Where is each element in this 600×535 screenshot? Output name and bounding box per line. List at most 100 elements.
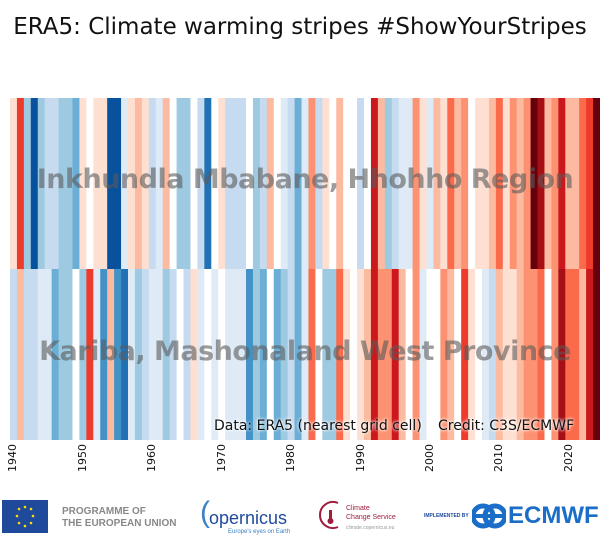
stripe-top-1981 <box>294 98 302 269</box>
stripe-bottom-1978 <box>273 269 282 440</box>
region-label-bottom: Kariba, Mashonaland West Province <box>39 336 571 367</box>
stripe-bottom-1988 <box>343 269 351 440</box>
stripe-bottom-2019 <box>558 269 566 440</box>
stripe-bottom-1962 <box>162 269 171 440</box>
stripe-top-1982 <box>301 98 309 269</box>
stripe-bottom-1969 <box>211 269 219 440</box>
stripe-bottom-1985 <box>322 269 330 440</box>
eu-line2: THE EUROPEAN UNION <box>62 518 177 529</box>
stripe-top-1958 <box>134 98 143 269</box>
stripe-bottom-1959 <box>141 269 150 440</box>
stripe-bottom-1954 <box>107 269 115 440</box>
stripe-bottom-2003 <box>447 269 455 440</box>
stripe-bottom-2008 <box>482 269 490 440</box>
stripe-bottom-1994 <box>384 269 393 440</box>
stripe-bottom-1975 <box>252 269 261 440</box>
stripe-top-2023 <box>586 98 594 269</box>
stripe-bottom-1996 <box>398 269 407 440</box>
stripe-top-1983 <box>308 98 316 269</box>
stripe-top-1959 <box>141 98 150 269</box>
stripe-bottom-2024 <box>593 269 600 440</box>
stripe-top-1952 <box>93 98 101 269</box>
stripe-top-2018 <box>551 98 559 269</box>
thermometer-cloud-icon <box>319 501 339 529</box>
stripe-top-2004 <box>454 98 462 269</box>
stripe-top-1956 <box>121 98 129 269</box>
c3s-logo: Climate Change Service climate.copernicus… <box>316 500 396 535</box>
stripe-bottom-1949 <box>72 269 80 440</box>
stripe-top-1946 <box>51 98 59 269</box>
stripe-top-1989 <box>350 98 358 269</box>
stripe-bottom-1989 <box>350 269 358 440</box>
stripe-bottom-2004 <box>454 269 462 440</box>
x-tick-label: 2000 <box>422 444 436 472</box>
stripe-bottom-1944 <box>37 269 46 440</box>
x-tick-label: 1960 <box>145 444 159 472</box>
stripe-top-1967 <box>197 98 205 269</box>
stripe-top-2017 <box>544 98 552 269</box>
stripe-top-1987 <box>336 98 344 269</box>
stripe-bottom-1957 <box>128 269 136 440</box>
stripe-top-2012 <box>509 98 518 269</box>
stripe-top-1977 <box>266 98 275 269</box>
stripe-bottom-1947 <box>58 269 66 440</box>
stripe-top-1948 <box>65 98 73 269</box>
stripe-top-1963 <box>169 98 177 269</box>
stripe-top-1990 <box>357 98 365 269</box>
stripe-bottom-1991 <box>364 269 372 440</box>
region-label-top: Inkhundla Mbabane, Hhohho Region <box>36 164 574 195</box>
stripe-top-2016 <box>537 98 545 269</box>
x-tick-label: 2020 <box>561 444 575 472</box>
stripe-bottom-1964 <box>176 269 184 440</box>
stripe-bottom-1995 <box>391 269 400 440</box>
stripe-top-1945 <box>44 98 53 269</box>
stripe-bottom-1981 <box>294 269 302 440</box>
stripe-top-2011 <box>502 98 511 269</box>
x-tick-label: 1980 <box>284 444 298 472</box>
x-tick-label: 1990 <box>353 444 367 472</box>
stripe-top-1960 <box>148 98 157 269</box>
stripe-bottom-1971 <box>225 269 233 440</box>
stripe-top-2019 <box>558 98 566 269</box>
stripe-top-1997 <box>405 98 413 269</box>
stripe-top-1943 <box>30 98 39 269</box>
stripe-top-1944 <box>37 98 46 269</box>
stripe-bottom-1998 <box>412 269 420 440</box>
stripe-top-2000 <box>426 98 434 269</box>
stripe-bottom-1980 <box>287 269 295 440</box>
stripe-bottom-1948 <box>65 269 73 440</box>
stripe-top-1999 <box>419 98 427 269</box>
stripe-bottom-1966 <box>190 269 198 440</box>
stripe-bottom-2020 <box>565 269 573 440</box>
stripe-bottom-1963 <box>169 269 177 440</box>
stripe-bottom-2009 <box>488 269 497 440</box>
stripe-bottom-1958 <box>134 269 143 440</box>
stripe-bottom-2022 <box>579 269 587 440</box>
stripe-top-1991 <box>364 98 372 269</box>
x-tick-label: 2010 <box>492 444 506 472</box>
x-tick-label: 1950 <box>75 444 89 472</box>
stripe-bottom-2005 <box>461 269 469 440</box>
stripe-top-2001 <box>433 98 441 269</box>
ecmwf-logo: ECMWF <box>472 502 599 530</box>
stripe-top-2010 <box>495 98 504 269</box>
stripe-top-1969 <box>211 98 219 269</box>
stripe-top-1986 <box>329 98 337 269</box>
stripe-top-1995 <box>391 98 400 269</box>
stripe-bottom-1942 <box>23 269 32 440</box>
stripe-bottom-1967 <box>197 269 205 440</box>
stripe-bottom-1965 <box>183 269 191 440</box>
stripe-top-2024 <box>593 98 600 269</box>
stripe-top-1988 <box>343 98 351 269</box>
stripe-bottom-1977 <box>266 269 275 440</box>
stripe-bottom-2015 <box>530 269 538 440</box>
stripe-bottom-2016 <box>537 269 545 440</box>
stripes-chart <box>10 98 600 440</box>
stripe-bottom-1990 <box>357 269 365 440</box>
stripe-top-2003 <box>447 98 455 269</box>
stripe-bottom-1961 <box>155 269 164 440</box>
stripe-top-1972 <box>232 98 240 269</box>
stripe-bottom-1941 <box>16 269 25 440</box>
stripe-bottom-2023 <box>586 269 594 440</box>
stripe-bottom-2017 <box>544 269 552 440</box>
